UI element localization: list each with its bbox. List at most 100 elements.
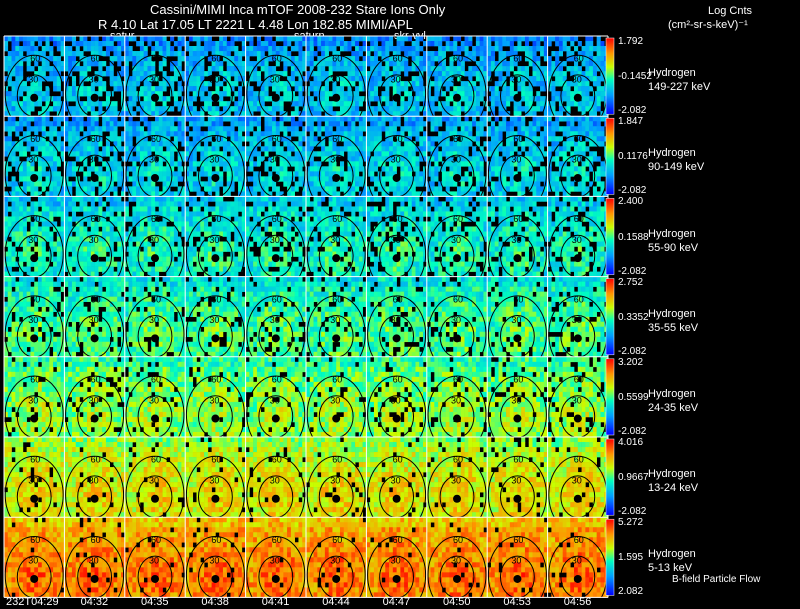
contour-label-30: 30 <box>209 75 219 85</box>
contour-label-30: 30 <box>330 476 340 486</box>
row-species-r5: Hydrogen <box>648 468 696 481</box>
contour-outer <box>246 535 306 609</box>
contour-label-30: 30 <box>149 155 159 165</box>
row-energy-r4: 24-35 keV <box>648 401 699 414</box>
planet-disk <box>211 93 220 102</box>
contour-label-60: 60 <box>453 134 463 144</box>
contour-label-60: 60 <box>272 535 282 545</box>
planet-disk <box>271 173 280 182</box>
panel-r6-c9: 60 30 <box>547 517 609 609</box>
planet-disk <box>573 254 582 263</box>
panel-r4-c8: 60 30 <box>487 356 548 454</box>
planet-disk <box>271 494 280 503</box>
planet-disk <box>151 414 159 423</box>
contour-outer <box>65 535 125 609</box>
colorbar-min-r2: -2.082 <box>618 265 647 277</box>
contour-outer <box>125 295 185 374</box>
time-label-1: 04:32 <box>80 596 109 608</box>
contour-label-60: 60 <box>151 455 161 465</box>
contour-label-60: 60 <box>272 134 282 144</box>
contour-label-60: 60 <box>272 54 282 64</box>
contour-label-60: 60 <box>151 134 161 144</box>
units-label: (cm²-sr-s-keV)⁻¹ <box>668 19 748 31</box>
colorbar-max-r1: 1.847 <box>618 116 644 128</box>
contour-label-30: 30 <box>391 75 401 85</box>
planet-disk <box>30 494 39 503</box>
planet-disk <box>453 494 461 503</box>
contour-label-60: 60 <box>91 294 101 304</box>
contour-label-30: 30 <box>89 75 99 85</box>
panel-r6-c1: 60 30 <box>64 517 126 609</box>
planet-disk <box>211 254 220 263</box>
panel-r5-c9: 60 30 <box>547 437 609 534</box>
contour-label-30: 30 <box>28 476 38 486</box>
contour-label-60: 60 <box>211 374 221 384</box>
panel-r1-c9: 60 30 <box>547 116 609 213</box>
planet-disk <box>30 414 39 423</box>
panel-r3-c4: 60 30 <box>245 276 307 374</box>
time-label-7: 04:50 <box>443 596 471 608</box>
panel-r2-c0: 60 30 <box>4 196 65 294</box>
row-energy-r3: 35-55 keV <box>648 321 699 334</box>
contour-label-30: 30 <box>28 315 38 325</box>
contour-label-30: 30 <box>149 315 159 325</box>
planet-disk <box>513 574 522 583</box>
panel-r4-c7: 60 30 <box>426 356 488 454</box>
contour-label-60: 60 <box>393 535 403 545</box>
panel-r5-c5: 60 30 <box>306 437 367 534</box>
planet-disk <box>392 494 401 503</box>
contour-label-30: 30 <box>270 476 280 486</box>
contour-label-30: 30 <box>451 556 461 566</box>
planet-disk <box>513 494 522 503</box>
planet-disk <box>271 93 280 102</box>
panel-r5-c8: 60 30 <box>487 437 548 534</box>
panel-r6-c2: 60 30 <box>124 517 186 609</box>
contour-label-30: 30 <box>270 75 280 85</box>
contour-label-30: 30 <box>511 235 521 245</box>
colorbar-mid-r6: 1.595 <box>618 552 644 564</box>
row-species-r4: Hydrogen <box>648 387 696 400</box>
planet-disk <box>151 574 159 583</box>
contour-label-30: 30 <box>391 315 401 325</box>
contour-label-60: 60 <box>513 374 523 384</box>
planet-disk <box>90 334 99 343</box>
colorbar-mid-r4: 0.5599 <box>618 391 649 403</box>
planet-disk <box>271 414 280 423</box>
contour-label-60: 60 <box>30 374 40 384</box>
planet-disk <box>332 334 341 343</box>
panel-r0-c0: 60 30 <box>4 36 65 133</box>
panel-r1-c3: 60 30 <box>185 116 246 213</box>
row-species-r1: Hydrogen <box>648 147 696 160</box>
planet-disk <box>392 334 401 343</box>
planet-disk <box>573 173 582 182</box>
panel-r1-c2: 60 30 <box>124 116 186 213</box>
panel-r6-c6: 60 30 <box>366 517 428 609</box>
planet-disk <box>513 414 522 423</box>
planet-disk <box>30 334 39 343</box>
panel-r6-c5: 60 30 <box>306 517 367 609</box>
contour-label-60: 60 <box>332 374 342 384</box>
panel-r0-c1: 60 30 <box>64 36 126 133</box>
time-label-2: 04:35 <box>141 596 169 608</box>
planet-disk <box>392 93 401 102</box>
contour-label-60: 60 <box>574 455 584 465</box>
colorbar-mid-r1: 0.1176 <box>618 151 648 163</box>
contour-label-60: 60 <box>393 294 403 304</box>
contour-label-60: 60 <box>332 54 342 64</box>
panel-r4-c1: 60 30 <box>64 356 126 454</box>
panel-r3-c6: 60 30 <box>366 276 428 374</box>
contour-label-30: 30 <box>330 556 340 566</box>
contour-label-60: 60 <box>30 535 40 545</box>
planet-disk <box>30 254 39 263</box>
panel-r4-c4: 60 30 <box>245 356 307 454</box>
time-label-9: 04:56 <box>563 596 592 608</box>
colorbar-r0 <box>605 37 615 115</box>
row-species-r3: Hydrogen <box>648 307 696 320</box>
contour-label-60: 60 <box>574 294 584 304</box>
contour-label-60: 60 <box>332 134 342 144</box>
colorbar-r5 <box>605 438 615 516</box>
planet-disk <box>30 574 39 583</box>
colorbar-mid-r5: 0.9667 <box>618 472 649 484</box>
contour-outer <box>185 535 245 609</box>
contour-label-30: 30 <box>511 155 521 165</box>
